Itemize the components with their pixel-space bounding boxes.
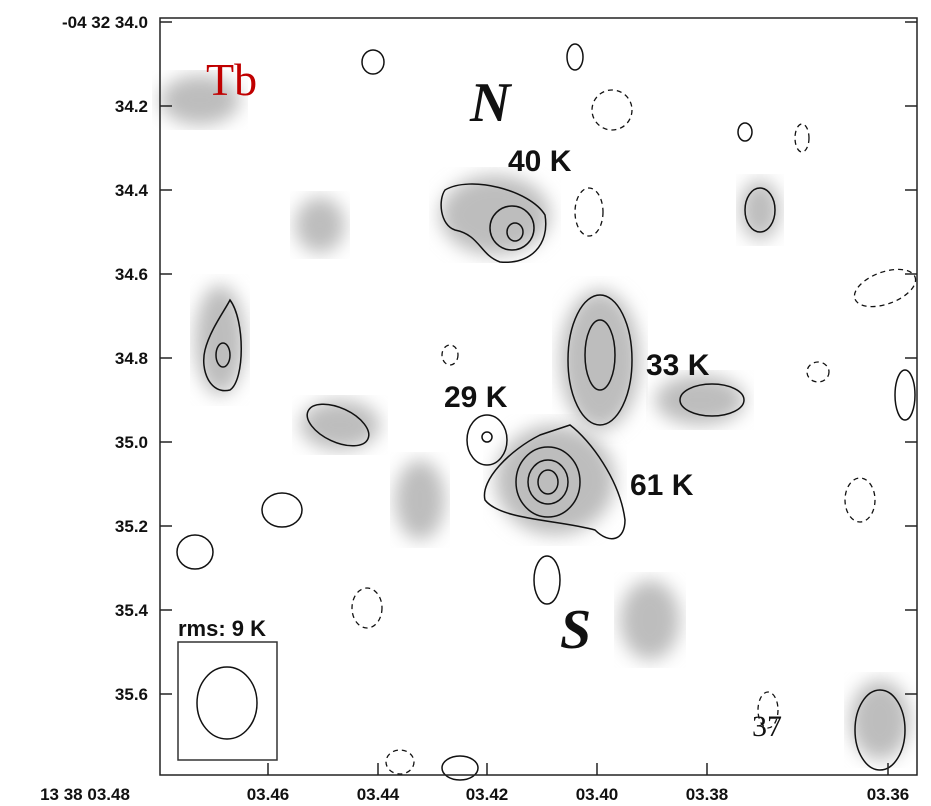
x-tick-label: 03.44 <box>357 785 400 804</box>
temp-label: 33 K <box>646 349 710 382</box>
y-tick-label: 35.6 <box>115 685 148 704</box>
y-tick-label: 34.6 <box>115 265 148 284</box>
x-tick-label: 03.38 <box>686 785 729 804</box>
x-tick-label: 03.36 <box>867 785 910 804</box>
beam-box <box>177 641 278 761</box>
rms-label: rms: 9 K <box>178 616 266 641</box>
temp-label: 29 K <box>444 381 508 414</box>
background-emission <box>160 75 910 760</box>
x-tick-label: 13 38 03.48 <box>40 785 130 804</box>
x-tick-label: 03.46 <box>247 785 290 804</box>
plot-frame <box>159 17 918 776</box>
x-tick-label: 03.42 <box>466 785 509 804</box>
temp-label: 40 K <box>508 145 572 178</box>
y-tick-label: 35.4 <box>115 601 149 620</box>
contours <box>176 43 917 781</box>
temp-label: 61 K <box>630 469 694 502</box>
page-number: 37 <box>752 710 782 743</box>
y-tick-label: -04 32 34.0 <box>62 13 148 32</box>
y-tick-label: 34.2 <box>115 97 148 116</box>
y-tick-label: 34.8 <box>115 349 148 368</box>
panel-label: Tb <box>206 54 257 105</box>
y-tick-label: 35.0 <box>115 433 148 452</box>
y-tick-label: 35.2 <box>115 517 148 536</box>
south-label: S <box>560 599 591 661</box>
x-tick-label: 03.40 <box>576 785 619 804</box>
y-tick-label: 34.4 <box>115 181 149 200</box>
north-label: N <box>469 72 513 134</box>
